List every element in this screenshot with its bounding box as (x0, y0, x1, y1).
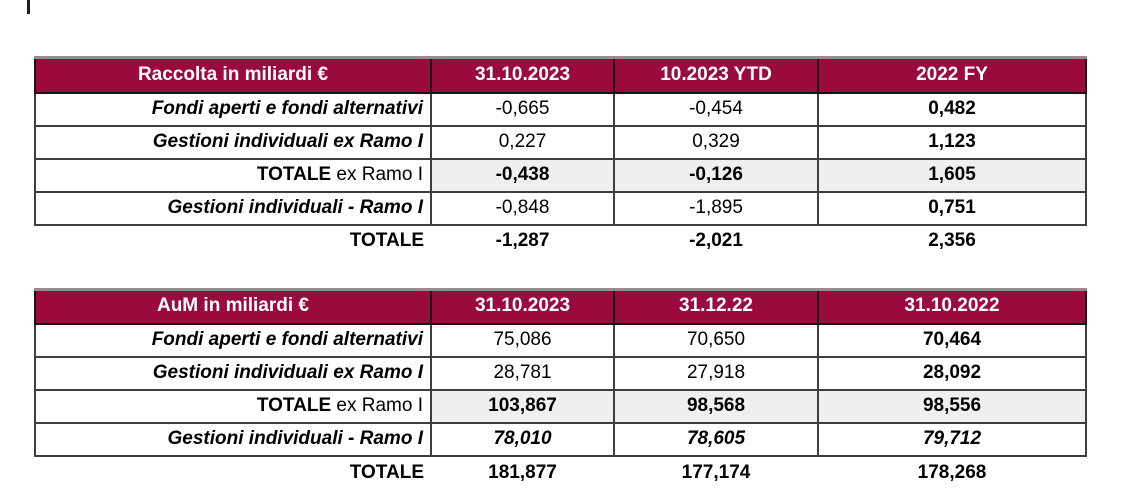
row-label-rest-part: ex Ramo I (331, 395, 423, 417)
value-cell: -0,454 (613, 91, 819, 127)
row-label-rest-part: ex Ramo I (331, 163, 423, 185)
value-cell: 178,268 (917, 461, 987, 483)
row-label: Gestioni individuali ex Ramo I (34, 124, 432, 160)
table-row: TOTALE ex Ramo I 103,867 98,568 98,556 (34, 389, 1087, 424)
value-cell: 27,918 (613, 356, 819, 391)
table-row: Gestioni individuali - Ramo I -0,848 -1,89… (34, 190, 1087, 226)
grand-total-row: TOTALE 181,877 177,174 178,268 (35, 456, 1086, 489)
table-row: Gestioni individuali - Ramo I 78,010 78,60… (34, 422, 1087, 457)
column-header: 31.10.2023 (430, 287, 615, 325)
table-row: Gestioni individuali ex Ramo I 28,781 27,9… (34, 356, 1087, 391)
value-cell: -0,848 (430, 190, 615, 226)
row-label: TOTALE ex Ramo I (34, 389, 432, 424)
row-label: Fondi aperti e fondi alternativi (34, 323, 432, 358)
table-row: TOTALE ex Ramo I -0,438 -0,126 1,605 (34, 157, 1087, 193)
grand-total-row: TOTALE -1,287 -2,021 2,356 (35, 225, 1086, 258)
column-header: 10.2023 YTD (613, 56, 819, 94)
value-cell: 70,650 (613, 323, 819, 358)
column-header: 31.12.22 (613, 287, 819, 325)
aum-section: AuM in miliardi €31.10.2023 31.12.22 31.10… (34, 287, 1087, 490)
value-cell: -0,665 (430, 91, 615, 127)
raccolta-table: Raccolta in miliardi €31.10.2023 10.2023 … (34, 56, 1087, 258)
value-cell: -1,895 (613, 190, 819, 226)
table-row: Fondi aperti e fondi alternativi -0,665 -0… (34, 91, 1087, 127)
header-row: AuM in miliardi €31.10.2023 31.12.22 31.10… (34, 287, 1087, 325)
row-label: TOTALE (349, 461, 424, 483)
value-cell: 0,227 (430, 124, 615, 160)
row-label: Gestioni individuali - Ramo I (34, 190, 432, 226)
value-cell: 103,867 (430, 389, 615, 424)
value-cell: 2,356 (928, 230, 976, 252)
financial-tables: Raccolta in miliardi €31.10.2023 10.2023 … (34, 56, 1087, 489)
value-cell: 181,877 (488, 461, 557, 483)
row-label-bold-part: TOTALE (256, 395, 332, 417)
table-row: Fondi aperti e fondi alternativi 75,086 70… (34, 323, 1087, 358)
value-cell: 1,605 (817, 157, 1087, 193)
raccolta-section: Raccolta in miliardi €31.10.2023 10.2023 … (34, 56, 1087, 258)
value-cell: 78,605 (613, 422, 819, 457)
value-cell: 98,568 (613, 389, 819, 424)
table-row: Gestioni individuali ex Ramo I 0,227 0,329… (34, 124, 1087, 160)
header-row: Raccolta in miliardi €31.10.2023 10.2023 … (34, 56, 1087, 94)
table-title: Raccolta in miliardi € (34, 56, 432, 94)
row-label: TOTALE ex Ramo I (34, 157, 432, 193)
row-label: Gestioni individuali ex Ramo I (34, 356, 432, 391)
value-cell: 28,092 (817, 356, 1087, 391)
value-cell: 28,781 (430, 356, 615, 391)
row-label-bold-part: TOTALE (256, 163, 332, 185)
value-cell: 0,482 (817, 91, 1087, 127)
value-cell: 98,556 (817, 389, 1087, 424)
row-label: Gestioni individuali - Ramo I (34, 422, 432, 457)
value-cell: 177,174 (681, 461, 751, 483)
column-header: 31.10.2022 (817, 287, 1087, 325)
value-cell: 70,464 (817, 323, 1087, 358)
value-cell: 0,329 (613, 124, 819, 160)
row-label: TOTALE (349, 230, 424, 252)
row-label: Fondi aperti e fondi alternativi (34, 91, 432, 127)
page-edge-tick (27, 0, 30, 14)
value-cell: 79,712 (817, 422, 1087, 457)
value-cell: -0,438 (430, 157, 615, 193)
aum-table: AuM in miliardi €31.10.2023 31.12.22 31.10… (34, 287, 1087, 490)
column-header: 2022 FY (817, 56, 1087, 94)
value-cell: -1,287 (495, 230, 550, 252)
table-title: AuM in miliardi € (34, 287, 432, 325)
value-cell: -2,021 (689, 230, 743, 252)
value-cell: -0,126 (613, 157, 819, 193)
value-cell: 0,751 (817, 190, 1087, 226)
column-header: 31.10.2023 (430, 56, 615, 94)
value-cell: 78,010 (430, 422, 615, 457)
value-cell: 1,123 (817, 124, 1087, 160)
value-cell: 75,086 (430, 323, 615, 358)
